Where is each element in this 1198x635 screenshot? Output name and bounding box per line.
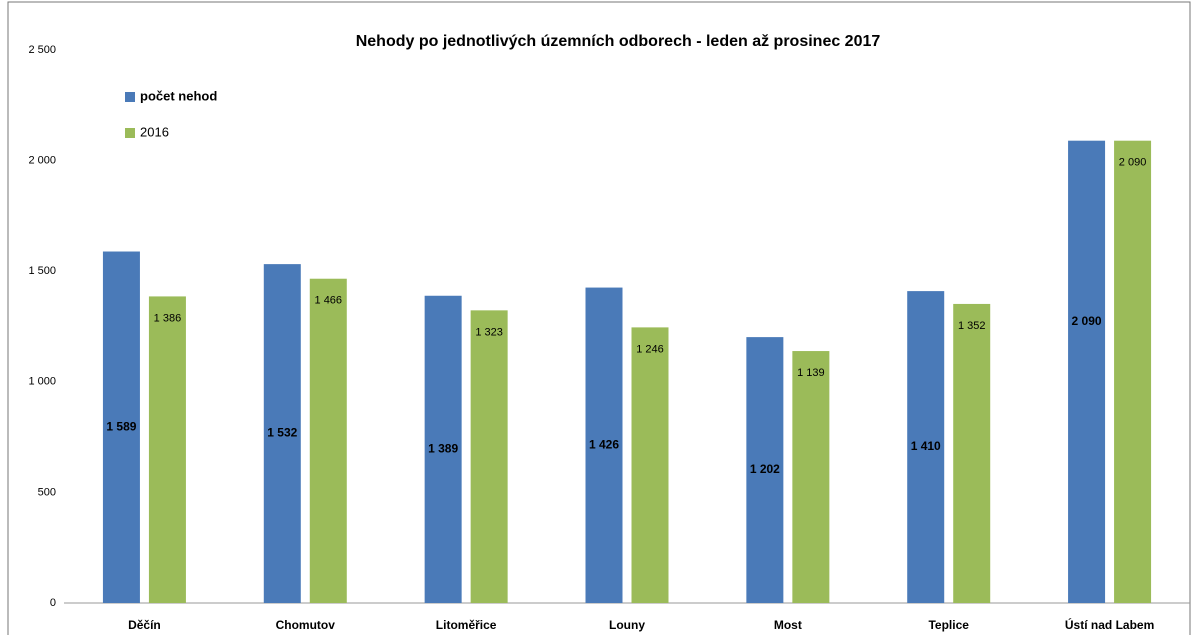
legend-swatch [125, 92, 135, 102]
bar [309, 278, 347, 603]
data-label: 2 090 [1072, 314, 1102, 328]
y-tick-label: 1 500 [28, 265, 56, 277]
legend-label: 2016 [140, 124, 169, 139]
bar [424, 295, 462, 603]
y-tick-label: 0 [50, 597, 56, 609]
data-label: 2 090 [1119, 157, 1147, 169]
data-label: 1 466 [315, 295, 343, 307]
data-label: 1 389 [428, 442, 458, 456]
x-tick-label: Most [774, 618, 802, 632]
y-tick-label: 2 500 [28, 44, 56, 56]
x-tick-label: Ústí nad Labem [1065, 617, 1154, 632]
bar [585, 287, 623, 603]
data-label: 1 323 [475, 326, 503, 338]
y-tick-label: 2 000 [28, 155, 56, 167]
y-tick-label: 500 [38, 486, 56, 498]
bar [148, 296, 186, 603]
data-label: 1 426 [589, 437, 619, 451]
data-label: 1 246 [636, 343, 664, 355]
legend-swatch [125, 128, 135, 138]
x-tick-label: Chomutov [276, 618, 336, 632]
data-label: 1 139 [797, 367, 825, 379]
data-label: 1 386 [154, 312, 182, 324]
bar [1068, 140, 1106, 603]
data-label: 1 532 [267, 426, 297, 440]
bar [263, 264, 301, 603]
bar [746, 337, 784, 603]
bar [907, 291, 945, 603]
chart-title: Nehody po jednotlivých územních odborech… [356, 33, 881, 50]
bar [792, 351, 830, 603]
data-label: 1 589 [106, 419, 136, 433]
chart-frame [7, 1, 1191, 635]
y-tick-label: 1 000 [28, 376, 56, 388]
x-tick-label: Děčín [128, 618, 161, 632]
bar [1114, 140, 1152, 603]
x-tick-label: Louny [609, 618, 645, 632]
data-label: 1 202 [750, 462, 780, 476]
bar [953, 303, 991, 603]
x-tick-label: Teplice [928, 618, 969, 632]
bar [470, 310, 508, 603]
legend-label: počet nehod [140, 88, 217, 103]
bar [102, 251, 140, 604]
bar [631, 327, 669, 603]
data-label: 1 410 [911, 439, 941, 453]
x-tick-label: Litoměřice [436, 618, 497, 632]
data-label: 1 352 [958, 320, 986, 332]
